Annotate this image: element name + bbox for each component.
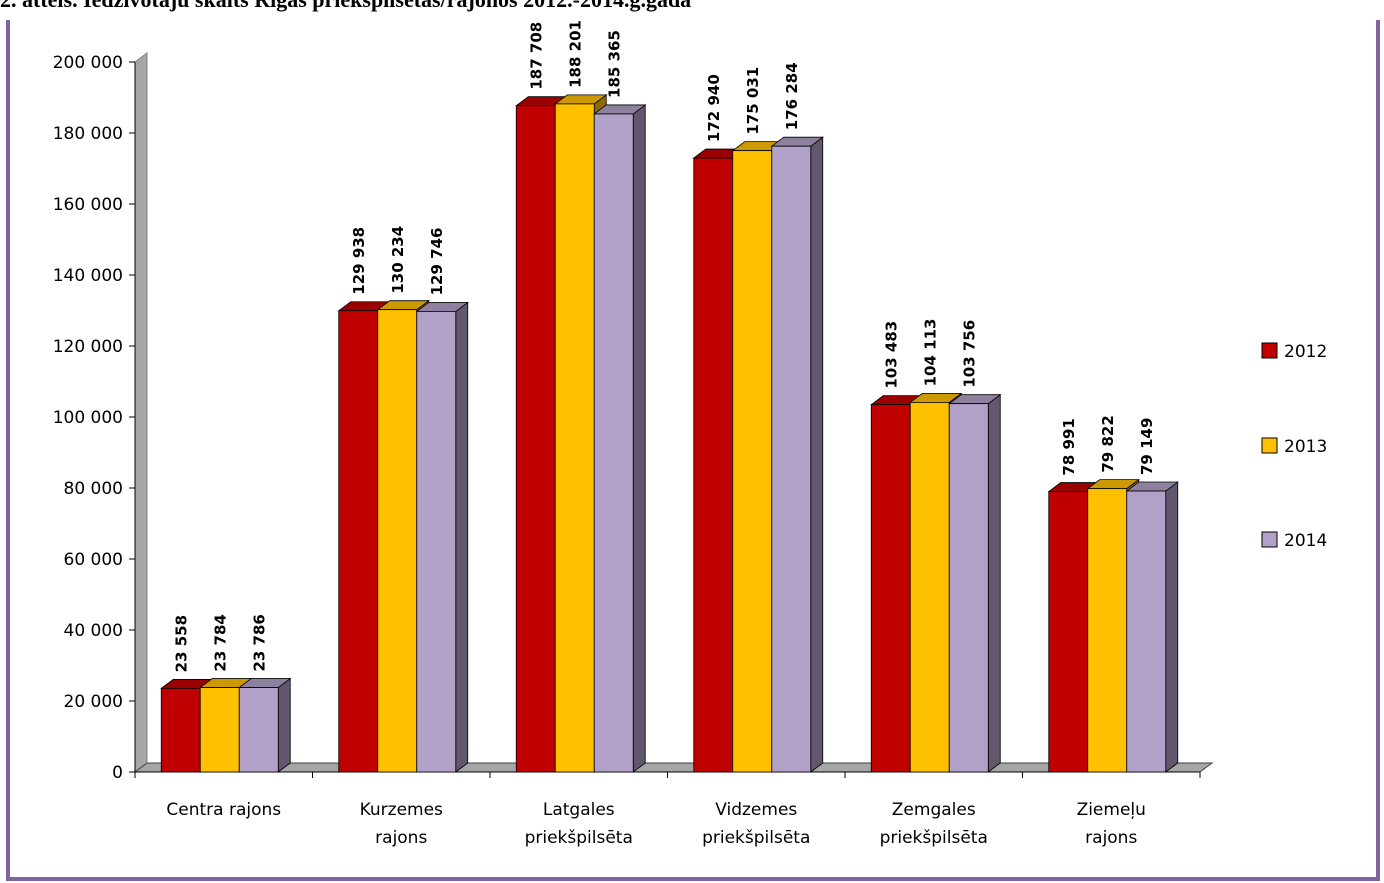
legend-label: 2014 <box>1284 531 1327 551</box>
y-tick-label: 40 000 <box>64 621 123 641</box>
y-tick-label: 200 000 <box>53 53 123 73</box>
bar-side <box>810 136 824 773</box>
data-label: 23 786 <box>251 614 269 671</box>
data-label: 129 746 <box>428 228 446 296</box>
legend-swatch <box>1261 342 1278 359</box>
data-label: 103 756 <box>961 320 979 388</box>
bar-2014-0 <box>238 687 279 773</box>
y-tick-label: 20 000 <box>64 692 123 712</box>
bar-2013-2 <box>554 103 595 773</box>
bar-side <box>632 104 646 773</box>
x-tick-label: Latgales <box>543 800 615 820</box>
x-tick-label: priekšpilsēta <box>702 828 810 848</box>
bar-2014-5 <box>1126 490 1167 773</box>
bar-2014-1 <box>416 311 457 773</box>
bar-2012-0 <box>160 687 201 773</box>
x-tick-label: Ziemeļu <box>1077 800 1146 820</box>
y-tick-label: 100 000 <box>53 408 123 428</box>
y-tick-label: 120 000 <box>53 337 123 357</box>
chart-title: 2. attēls. Iedzīvotāju skaits Rīgas prie… <box>0 0 1384 13</box>
y-tick-label: 160 000 <box>53 195 123 215</box>
data-label: 187 708 <box>528 22 546 90</box>
bar-2014-4 <box>948 403 989 773</box>
data-label: 23 784 <box>212 614 230 671</box>
x-tick-label: rajons <box>1085 828 1137 848</box>
legend-label: 2013 <box>1284 437 1327 457</box>
bar-2013-4 <box>909 401 950 773</box>
bar-2012-4 <box>870 404 911 773</box>
data-label: 130 234 <box>389 226 407 294</box>
data-label: 185 365 <box>606 30 624 98</box>
bar-side <box>277 677 291 773</box>
data-label: 129 938 <box>350 227 368 295</box>
data-label: 78 991 <box>1060 418 1078 475</box>
x-tick-label: priekšpilsēta <box>525 828 633 848</box>
y-tick-label: 60 000 <box>64 550 123 570</box>
y-tick-label: 140 000 <box>53 266 123 286</box>
bar-2012-2 <box>515 105 556 773</box>
bar-2013-3 <box>732 150 773 773</box>
bar-2012-1 <box>338 310 379 773</box>
bar-2013-1 <box>377 309 418 773</box>
x-tick-label: Vidzemes <box>715 800 797 820</box>
bar-side <box>455 301 469 773</box>
data-label: 104 113 <box>922 319 940 387</box>
y-tick-label: 80 000 <box>64 479 123 499</box>
bar-2013-5 <box>1087 488 1128 773</box>
bar-2012-5 <box>1048 491 1089 773</box>
data-label: 79 149 <box>1138 418 1156 475</box>
legend-label: 2012 <box>1284 342 1327 362</box>
legend-swatch <box>1261 437 1278 454</box>
data-label: 172 940 <box>705 74 723 142</box>
y-tick-label: 180 000 <box>53 124 123 144</box>
x-tick-label: priekšpilsēta <box>880 828 988 848</box>
chart-frame <box>6 20 1380 881</box>
bar-2014-2 <box>593 113 634 773</box>
bar-2012-3 <box>693 157 734 773</box>
x-tick-label: Zemgales <box>892 800 976 820</box>
data-label: 188 201 <box>567 20 585 88</box>
x-tick-label: Kurzemes <box>360 800 443 820</box>
y-tick-label: 0 <box>112 763 123 783</box>
data-label: 79 822 <box>1099 415 1117 472</box>
legend-swatch <box>1261 531 1278 548</box>
x-tick-label: Centra rajons <box>166 800 281 820</box>
data-label: 175 031 <box>744 67 762 135</box>
data-label: 23 558 <box>173 615 191 672</box>
bar-side <box>987 393 1001 773</box>
x-tick-label: rajons <box>375 828 427 848</box>
data-label: 176 284 <box>783 62 801 130</box>
bar-2014-3 <box>771 145 812 773</box>
side-wall <box>134 52 148 773</box>
bar-side <box>1165 481 1179 773</box>
bar-2013-0 <box>199 687 240 773</box>
data-label: 103 483 <box>883 321 901 389</box>
